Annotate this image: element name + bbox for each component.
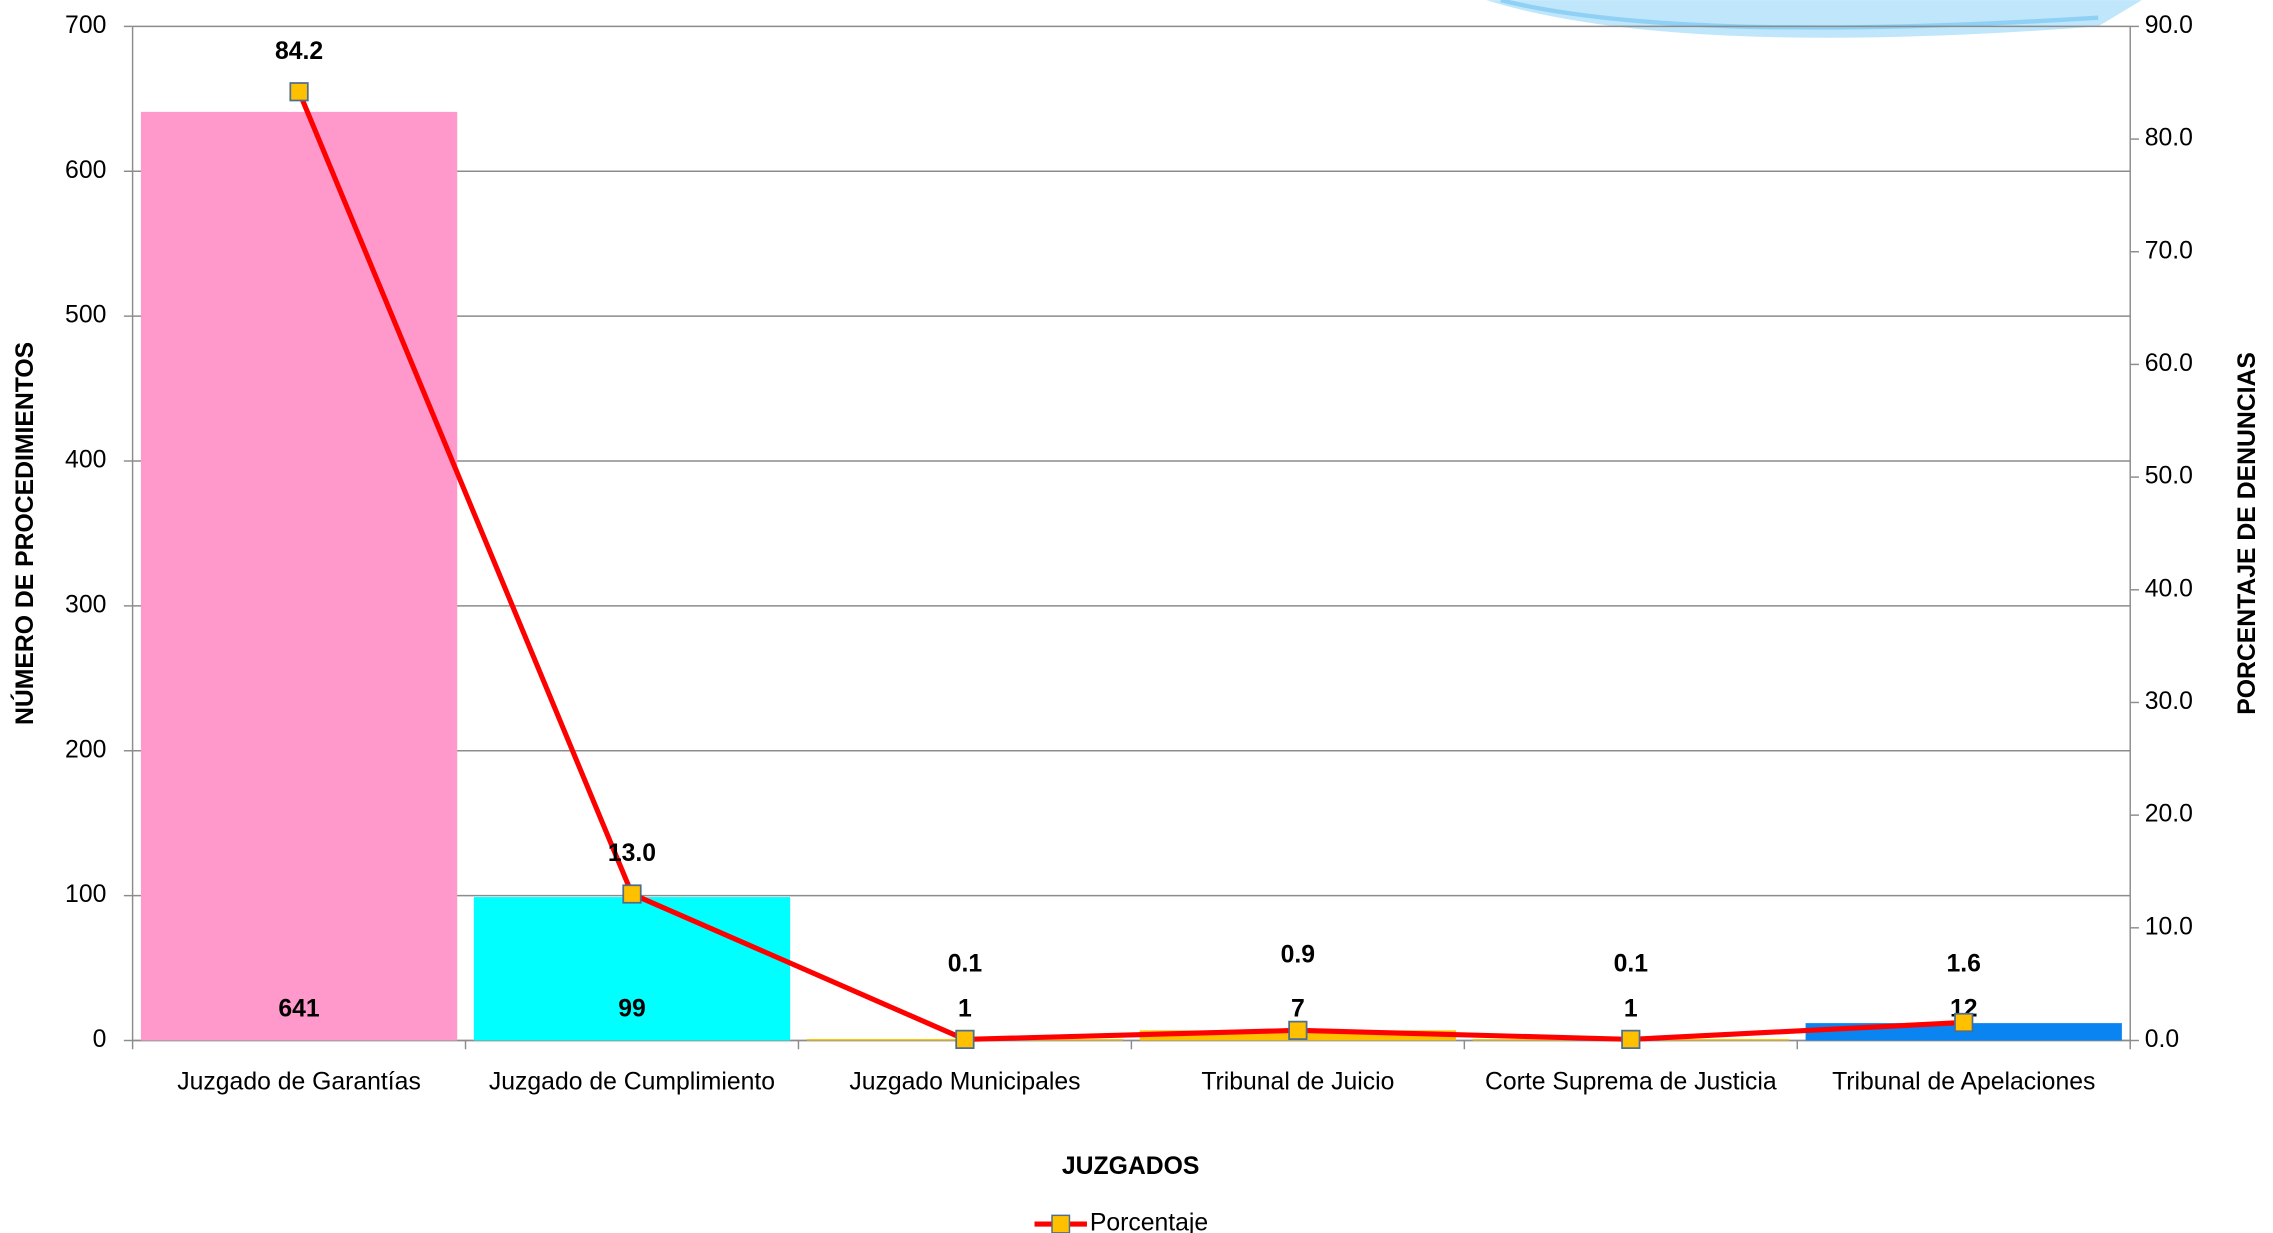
legend-marker: [1051, 1214, 1071, 1233]
bar: [473, 897, 791, 1041]
x-tick-label: Juzgado de Cumplimiento: [489, 1068, 775, 1095]
legend-label: Porcentaje: [1090, 1210, 1208, 1233]
line: [296, 90, 1964, 1042]
line-value-label: 13.0: [608, 840, 656, 867]
y-tick-label: 300: [65, 591, 106, 618]
y-axis-title: NÚMERO DE PROCEDIMIENTOS: [11, 342, 39, 725]
x-axis-title: JUZGADOS: [1062, 1153, 1200, 1180]
x-tick-label: Corte Suprema de Justicia: [1485, 1068, 1777, 1095]
marker: [1954, 1012, 1974, 1033]
y-tick-label: 700: [65, 12, 106, 39]
y-tick-label: 500: [65, 302, 106, 329]
bar-value-label: 1: [1624, 995, 1638, 1022]
y-tick-label: 400: [65, 447, 106, 474]
y2-tick-label: 0.0: [2145, 1026, 2179, 1053]
bar-value-label: 641: [278, 995, 320, 1022]
y2-tick-label: 50.0: [2145, 463, 2193, 490]
y-tick-label: 100: [65, 881, 106, 908]
marker: [1621, 1029, 1641, 1049]
decoration: [1486, 0, 2142, 38]
y2-tick-label: 60.0: [2145, 350, 2193, 377]
y2-tick-label: 20.0: [2145, 801, 2193, 828]
bar-value-label: 99: [618, 995, 646, 1022]
y-tick-label: 0: [93, 1026, 107, 1053]
y-tick-label: 200: [65, 736, 106, 763]
marker: [622, 884, 642, 904]
y2-tick-label: 70.0: [2145, 237, 2193, 264]
x-tick-label: Tribunal de Juicio: [1201, 1068, 1394, 1095]
bar-value-label: 1: [958, 995, 972, 1022]
x-tick-label: Juzgado Municipales: [849, 1068, 1080, 1095]
x-tick-label: Tribunal de Apelaciones: [1832, 1068, 2095, 1095]
y2-tick-label: 90.0: [2145, 12, 2193, 39]
bar: [140, 111, 458, 1041]
x-tick-label: Juzgado de Garantías: [177, 1068, 421, 1095]
y2-tick-label: 10.0: [2145, 913, 2193, 940]
marker: [1288, 1020, 1308, 1040]
marker: [955, 1029, 975, 1049]
line-value-label: 1.6: [1947, 950, 1981, 977]
line-value-label: 0.1: [948, 950, 983, 977]
y2-tick-label: 30.0: [2145, 688, 2193, 715]
line-value-label: 84.2: [275, 38, 323, 65]
line-value-label: 0.1: [1614, 950, 1649, 977]
line-value-label: 0.9: [1281, 942, 1315, 969]
bar-value-label: 7: [1291, 995, 1305, 1022]
y2-tick-label: 40.0: [2145, 575, 2193, 602]
y2-axis-title: PORCENTAJE DE DENUNCIAS: [2234, 352, 2261, 715]
y2-tick-label: 80.0: [2145, 125, 2193, 152]
marker: [289, 82, 309, 102]
y-tick-label: 600: [65, 157, 106, 184]
